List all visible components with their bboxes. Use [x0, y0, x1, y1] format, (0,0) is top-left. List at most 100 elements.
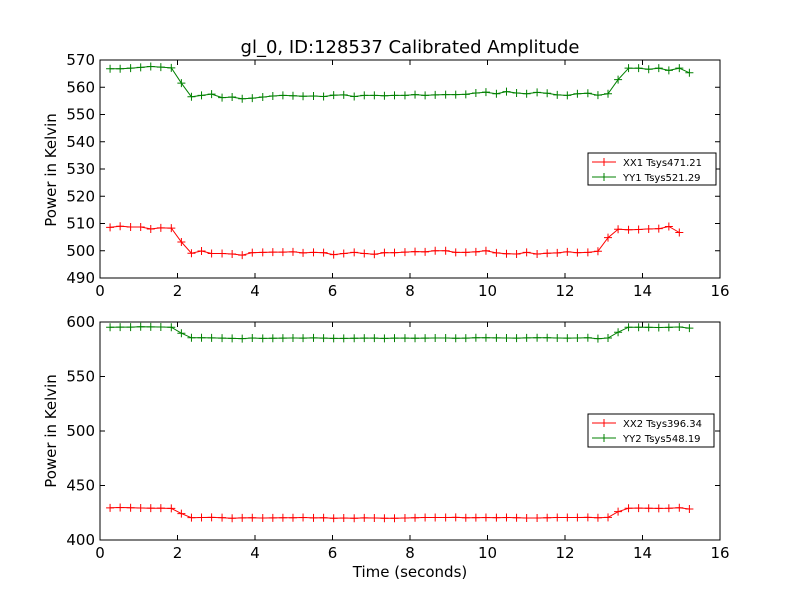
top-data-point [441, 246, 450, 255]
top-data-point [197, 91, 206, 100]
top-y-tick-label: 500 [66, 242, 95, 260]
top-data-point [156, 223, 165, 232]
bottom-y-tick-label: 600 [66, 313, 95, 331]
top-x-tick-label: 6 [328, 282, 338, 300]
top-series-1 [106, 222, 684, 260]
bottom-data-point [390, 514, 399, 523]
top-data-point [431, 90, 440, 99]
top-data-point [593, 91, 602, 100]
top-data-point [675, 228, 684, 237]
bottom-data-point [461, 334, 470, 343]
top-data-point [116, 64, 125, 73]
bottom-y-tick-label: 450 [66, 477, 95, 495]
top-data-point [533, 250, 542, 259]
bottom-data-point [207, 333, 216, 342]
top-data-point [329, 91, 338, 100]
bottom-x-axis-label: Time (seconds) [352, 563, 468, 581]
top-y-tick-label: 510 [66, 215, 95, 233]
top-y-tick-label: 540 [66, 133, 95, 151]
bottom-data-point [421, 334, 430, 343]
bottom-data-point [553, 513, 562, 522]
top-data-point [167, 63, 176, 72]
bottom-data-point [288, 513, 297, 522]
bottom-y-tick-label: 500 [66, 422, 95, 440]
top-data-point [360, 249, 369, 258]
top-data-point [553, 248, 562, 257]
bottom-x-tick-label: 6 [328, 544, 338, 562]
bottom-data-point [614, 507, 623, 516]
top-data-point [543, 249, 552, 258]
top-data-point [451, 248, 460, 257]
bottom-data-point [187, 513, 196, 522]
bottom-data-point [248, 334, 257, 343]
bottom-data-point [258, 334, 267, 343]
top-data-point [411, 247, 420, 256]
top-data-point [543, 89, 552, 98]
top-y-tick-label: 550 [66, 106, 95, 124]
bottom-data-point [177, 509, 186, 518]
bottom-data-point [634, 504, 643, 513]
top-data-point [502, 249, 511, 258]
bottom-data-point [187, 333, 196, 342]
top-data-point [177, 238, 186, 247]
bottom-x-tick-label: 0 [95, 544, 105, 562]
top-data-point [654, 64, 663, 73]
top-data-point [228, 93, 237, 102]
bottom-data-point [146, 322, 155, 331]
bottom-data-point [380, 334, 389, 343]
bottom-data-point [543, 513, 552, 522]
bottom-data-point [197, 513, 206, 522]
top-data-point [675, 64, 684, 73]
bottom-data-point [644, 323, 653, 332]
bottom-series-2 [106, 322, 694, 343]
bottom-data-point [664, 323, 673, 332]
bottom-data-point [106, 503, 115, 512]
top-data-point [441, 90, 450, 99]
top-data-point [106, 223, 115, 232]
bottom-data-point [238, 334, 247, 343]
bottom-data-point [583, 333, 592, 342]
bottom-data-point [218, 513, 227, 522]
top-data-point [268, 91, 277, 100]
bottom-data-point [370, 513, 379, 522]
top-data-point [299, 92, 308, 101]
top-data-point [451, 90, 460, 99]
bottom-data-point [339, 334, 348, 343]
bottom-y-tick-label: 400 [66, 531, 95, 549]
top-data-point [604, 233, 613, 242]
top-data-point [533, 88, 542, 97]
top-y-tick-label: 530 [66, 160, 95, 178]
bottom-data-point [481, 513, 490, 522]
top-x-tick-label: 8 [405, 282, 415, 300]
bottom-data-point [604, 513, 613, 522]
bottom-data-point [492, 513, 501, 522]
bottom-data-point [411, 513, 420, 522]
bottom-data-point [360, 513, 369, 522]
top-data-point [421, 247, 430, 256]
top-legend-marker [600, 158, 608, 166]
top-data-point [197, 247, 206, 256]
top-data-point [614, 75, 623, 84]
bottom-data-point [502, 513, 511, 522]
bottom-data-point [654, 323, 663, 332]
bottom-data-point [400, 513, 409, 522]
top-x-tick-label: 0 [95, 282, 105, 300]
top-data-point [207, 90, 216, 99]
bottom-data-point [370, 334, 379, 343]
top-data-point [370, 91, 379, 100]
top-data-point [553, 90, 562, 99]
top-data-point [248, 248, 257, 257]
top-data-point [685, 68, 694, 77]
top-data-point [492, 89, 501, 98]
bottom-data-point [573, 513, 582, 522]
bottom-data-point [228, 334, 237, 343]
top-y-tick-label: 560 [66, 78, 95, 96]
top-data-point [522, 248, 531, 257]
bottom-legend-label: YY2 Tsys548.19 [622, 434, 701, 445]
bottom-series-line [110, 326, 690, 340]
bottom-data-point [248, 513, 257, 522]
bottom-data-point [278, 334, 287, 343]
top-data-point [624, 225, 633, 234]
bottom-data-point [339, 513, 348, 522]
bottom-data-point [533, 333, 542, 342]
